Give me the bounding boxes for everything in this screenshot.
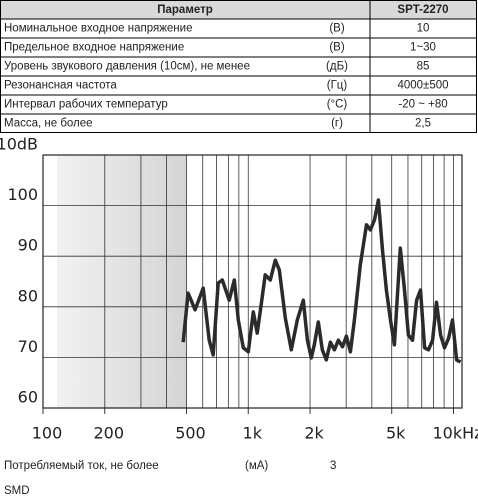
value-cell: 10 [417, 23, 430, 35]
unit-cell: (В) [329, 23, 345, 35]
footer-package: SMD [4, 485, 30, 497]
param-cell: Резонансная частота [4, 80, 117, 92]
table-header-bg [1, 1, 476, 19]
y-tick-label: 90 [18, 236, 38, 255]
footer-label: Потребляемый ток, не более [4, 460, 159, 472]
unit-cell: (В) [329, 42, 345, 54]
param-cell: Уровень звукового давления (10см), не ме… [4, 61, 250, 73]
header-cell: Параметр [157, 4, 213, 16]
x-tick-label: 1k [243, 424, 263, 443]
param-cell: Интервал рабочих температур [4, 99, 168, 111]
x-tick-label: 500 [175, 424, 206, 443]
table-frame [0, 0, 477, 133]
x-tick-label: 5k [386, 424, 406, 443]
x-tick-label: 200 [94, 424, 125, 443]
x-tick-label: 100 [32, 424, 63, 443]
plot-frame [42, 154, 463, 409]
y-tick-label: 70 [18, 337, 38, 356]
value-cell: 4000±500 [397, 80, 448, 92]
y-tick-label: 80 [18, 286, 38, 305]
y-tick-label: 100 [7, 185, 38, 204]
param-cell: Предельное входное напряжение [4, 42, 184, 54]
x-tick-label: 2k [304, 424, 324, 443]
y-tick-label: 60 [18, 388, 38, 407]
unit-cell: (г) [331, 118, 343, 130]
value-cell: -20 ~ +80 [398, 99, 447, 111]
unit-cell: (°С) [327, 99, 348, 111]
value-cell: 2,5 [415, 118, 431, 130]
value-cell: 1~30 [410, 42, 436, 54]
value-cell: 85 [417, 61, 430, 73]
low-band-shade [57, 155, 187, 408]
unit-cell: (дБ) [326, 61, 348, 73]
x-tick-label: 10kHz [432, 424, 478, 443]
unit-cell: (Гц) [327, 80, 348, 92]
footer-unit: (мА) [245, 460, 268, 472]
param-cell: Масса, не более [4, 118, 93, 130]
header-cell: SPT-2270 [397, 4, 448, 16]
footer-value: 3 [330, 460, 336, 472]
response-curve [181, 198, 462, 364]
y-tick-label: 110dB [0, 135, 38, 154]
param-cell: Номинальное входное напряжение [4, 23, 192, 35]
